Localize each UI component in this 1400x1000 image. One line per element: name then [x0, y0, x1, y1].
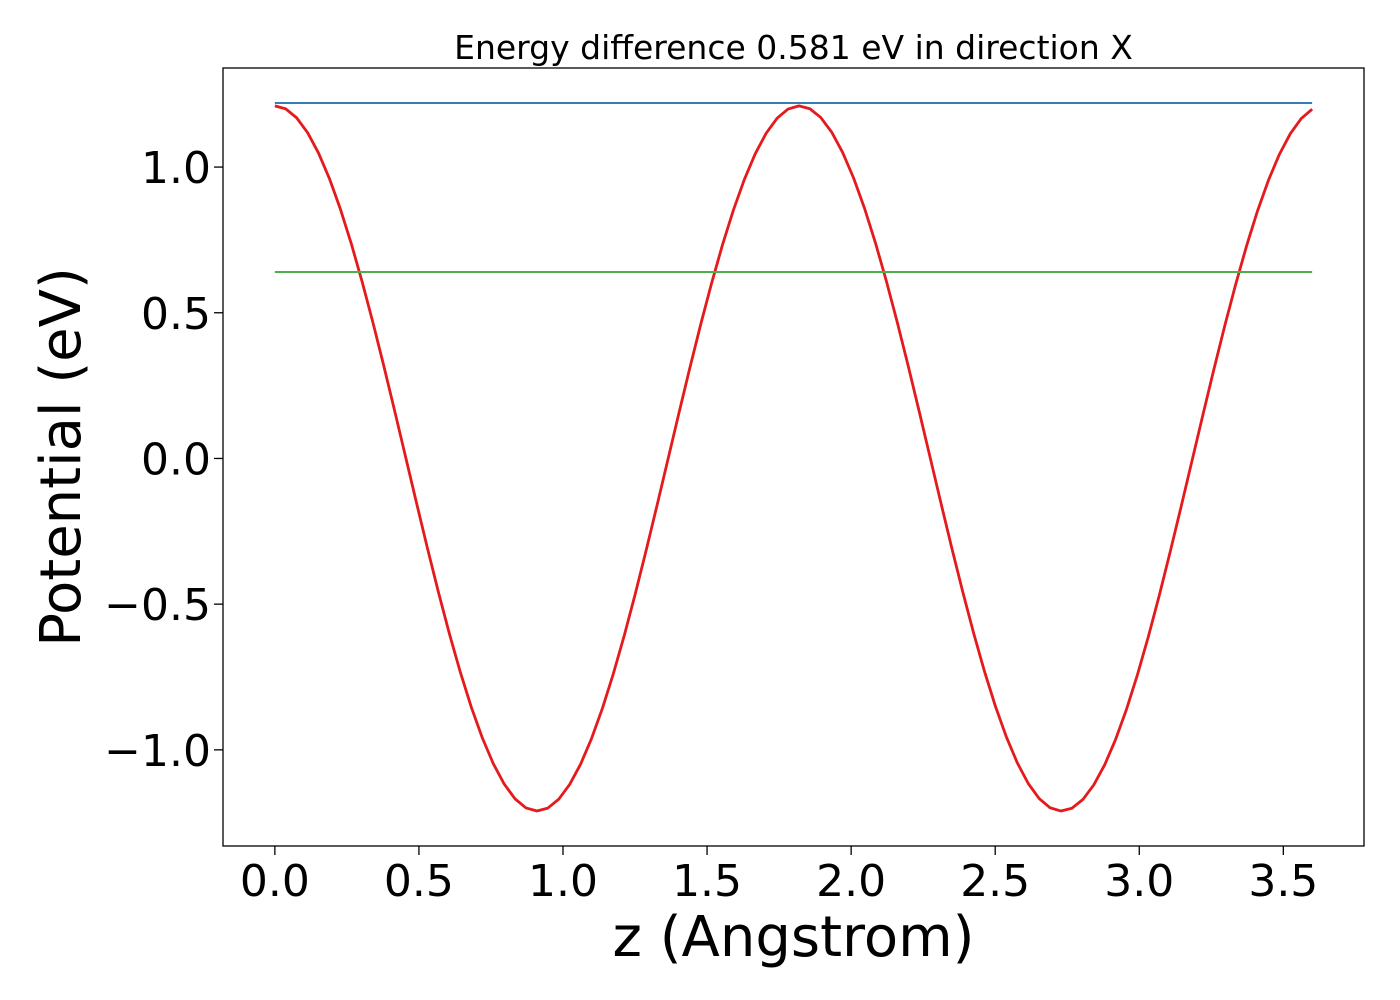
x-tick-label: 1.0	[528, 856, 598, 907]
chart-title: Energy difference 0.581 eV in direction …	[454, 28, 1133, 67]
y-tick-label: −1.0	[104, 726, 211, 777]
x-tick-label: 3.5	[1248, 856, 1318, 907]
x-axis: 0.0 0.5 1.0 1.5 2.0 2.5 3.0 3.5	[240, 846, 1318, 907]
x-tick-label: 3.0	[1104, 856, 1174, 907]
y-tick-label: 1.0	[141, 143, 211, 194]
x-axis-label: z (Angstrom)	[613, 905, 975, 970]
y-tick-label: 0.5	[141, 289, 211, 340]
y-axis-label: Potential (eV)	[29, 267, 94, 647]
x-tick-label: 1.5	[672, 856, 742, 907]
series-layer	[274, 101, 1314, 813]
y-tick-label: 0.0	[141, 434, 211, 485]
x-tick-label: 2.0	[816, 856, 886, 907]
y-axis: −1.0 −0.5 0.0 0.5 1.0	[104, 143, 223, 777]
x-tick-label: 0.5	[384, 856, 454, 907]
x-tick-label: 0.0	[240, 856, 310, 907]
series-line-0	[274, 104, 1314, 813]
x-tick-label: 2.5	[960, 856, 1030, 907]
plot-frame	[222, 67, 1365, 847]
y-tick-label: −0.5	[104, 580, 211, 631]
